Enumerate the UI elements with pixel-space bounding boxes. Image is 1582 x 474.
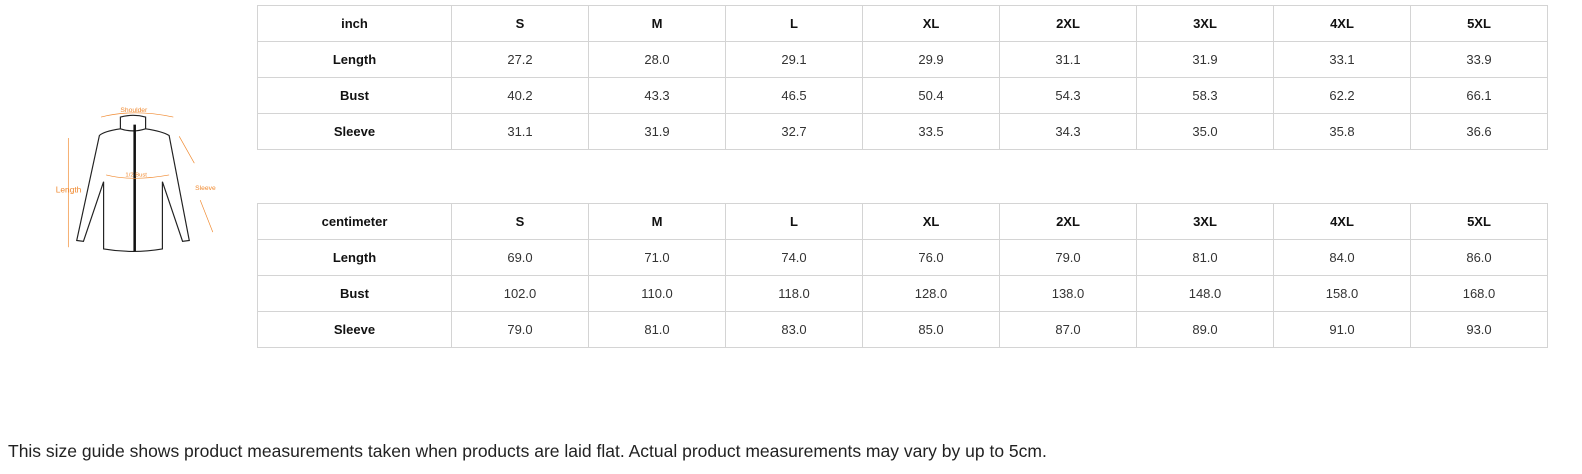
measurement-cell: 66.1 — [1410, 77, 1548, 114]
measurement-cell: 89.0 — [1136, 311, 1274, 348]
size-header: XL — [862, 203, 1000, 240]
bust-label: 1/2 Bust — [125, 173, 147, 179]
measurement-cell: 27.2 — [451, 41, 589, 78]
measurement-cell: 74.0 — [725, 239, 863, 276]
measurement-cell: 83.0 — [725, 311, 863, 348]
measurement-cell: 102.0 — [451, 275, 589, 312]
measurement-cell: 43.3 — [588, 77, 726, 114]
size-header: M — [588, 203, 726, 240]
measurement-cell: 35.0 — [1136, 113, 1274, 150]
measurement-cell: 31.9 — [588, 113, 726, 150]
measurement-cell: 84.0 — [1273, 239, 1411, 276]
size-header: L — [725, 203, 863, 240]
measurement-cell: 91.0 — [1273, 311, 1411, 348]
unit-header: inch — [257, 5, 452, 42]
measurement-cell: 87.0 — [999, 311, 1137, 348]
measurement-cell: 81.0 — [1136, 239, 1274, 276]
measurement-cell: 46.5 — [725, 77, 863, 114]
table-row: Sleeve 31.1 31.9 32.7 33.5 34.3 35.0 35.8 36.6 — [257, 113, 1548, 150]
row-label: Sleeve — [257, 113, 452, 150]
measurement-cell: 32.7 — [725, 113, 863, 150]
measurement-cell: 118.0 — [725, 275, 863, 312]
measurement-cell: 28.0 — [588, 41, 726, 78]
measurement-cell: 33.9 — [1410, 41, 1548, 78]
size-header: 2XL — [999, 5, 1137, 42]
measurement-cell: 86.0 — [1410, 239, 1548, 276]
row-label: Bust — [257, 77, 452, 114]
measurement-cell: 71.0 — [588, 239, 726, 276]
length-label: Length — [56, 185, 82, 195]
measurement-cell: 128.0 — [862, 275, 1000, 312]
jacket-measurement-diagram: Shoulder 1/2 Bust Length Sleeve — [56, 107, 216, 253]
measurement-cell: 76.0 — [862, 239, 1000, 276]
measurement-cell: 31.9 — [1136, 41, 1274, 78]
measurement-cell: 31.1 — [451, 113, 589, 150]
unit-header: centimeter — [257, 203, 452, 240]
measurement-cell: 34.3 — [999, 113, 1137, 150]
measurement-cell: 54.3 — [999, 77, 1137, 114]
table-row: Length 27.2 28.0 29.1 29.9 31.1 31.9 33.1 33.9 — [257, 41, 1548, 78]
measurement-cell: 33.1 — [1273, 41, 1411, 78]
row-label: Length — [257, 239, 452, 276]
table-row: Length 69.0 71.0 74.0 76.0 79.0 81.0 84.0 86.0 — [257, 239, 1548, 276]
header-row: centimeter S M L XL 2XL 3XL 4XL 5XL — [257, 203, 1548, 240]
measurement-cell: 79.0 — [999, 239, 1137, 276]
size-header: S — [451, 5, 589, 42]
size-header: 5XL — [1410, 203, 1548, 240]
row-label: Sleeve — [257, 311, 452, 348]
row-label: Bust — [257, 275, 452, 312]
shoulder-label: Shoulder — [120, 107, 148, 114]
measurement-cell: 168.0 — [1410, 275, 1548, 312]
measurement-cell: 35.8 — [1273, 113, 1411, 150]
measurement-cell: 148.0 — [1136, 275, 1274, 312]
measurement-cell: 62.2 — [1273, 77, 1411, 114]
measurement-cell: 50.4 — [862, 77, 1000, 114]
size-header: 3XL — [1136, 203, 1274, 240]
jacket-outline-icon — [76, 114, 190, 253]
size-guide-note: This size guide shows product measuremen… — [8, 441, 1047, 461]
size-header: M — [588, 5, 726, 42]
size-header: L — [725, 5, 863, 42]
size-table-inch: inch S M L XL 2XL 3XL 4XL 5XL Length 27.2 28.0 29.1 2… — [257, 5, 1548, 150]
size-header: 3XL — [1136, 5, 1274, 42]
table-row: Bust 102.0 110.0 118.0 128.0 138.0 148.0 158.0 1… — [257, 275, 1548, 312]
measurement-cell: 29.1 — [725, 41, 863, 78]
measurement-cell: 110.0 — [588, 275, 726, 312]
measurement-cell: 36.6 — [1410, 113, 1548, 150]
measurement-cell: 81.0 — [588, 311, 726, 348]
measurement-cell: 31.1 — [999, 41, 1137, 78]
size-header: 4XL — [1273, 5, 1411, 42]
size-header: XL — [862, 5, 1000, 42]
measurement-cell: 58.3 — [1136, 77, 1274, 114]
measurement-cell: 85.0 — [862, 311, 1000, 348]
header-row: inch S M L XL 2XL 3XL 4XL 5XL — [257, 5, 1548, 42]
measurement-cell: 138.0 — [999, 275, 1137, 312]
size-header: S — [451, 203, 589, 240]
measurement-cell: 93.0 — [1410, 311, 1548, 348]
size-header: 4XL — [1273, 203, 1411, 240]
size-header: 2XL — [999, 203, 1137, 240]
measurement-cell: 79.0 — [451, 311, 589, 348]
row-label: Length — [257, 41, 452, 78]
size-header: 5XL — [1410, 5, 1548, 42]
measurement-cell: 33.5 — [862, 113, 1000, 150]
table-row: Bust 40.2 43.3 46.5 50.4 54.3 58.3 62.2 66.1 — [257, 77, 1548, 114]
measurement-cell: 40.2 — [451, 77, 589, 114]
measurement-cell: 69.0 — [451, 239, 589, 276]
table-row: Sleeve 79.0 81.0 83.0 85.0 87.0 89.0 91.0 93.0 — [257, 311, 1548, 348]
size-table-centimeter: centimeter S M L XL 2XL 3XL 4XL 5XL Length 69.0 71.… — [257, 203, 1548, 348]
sleeve-label: Sleeve — [195, 185, 216, 192]
measurement-cell: 29.9 — [862, 41, 1000, 78]
measurement-cell: 158.0 — [1273, 275, 1411, 312]
